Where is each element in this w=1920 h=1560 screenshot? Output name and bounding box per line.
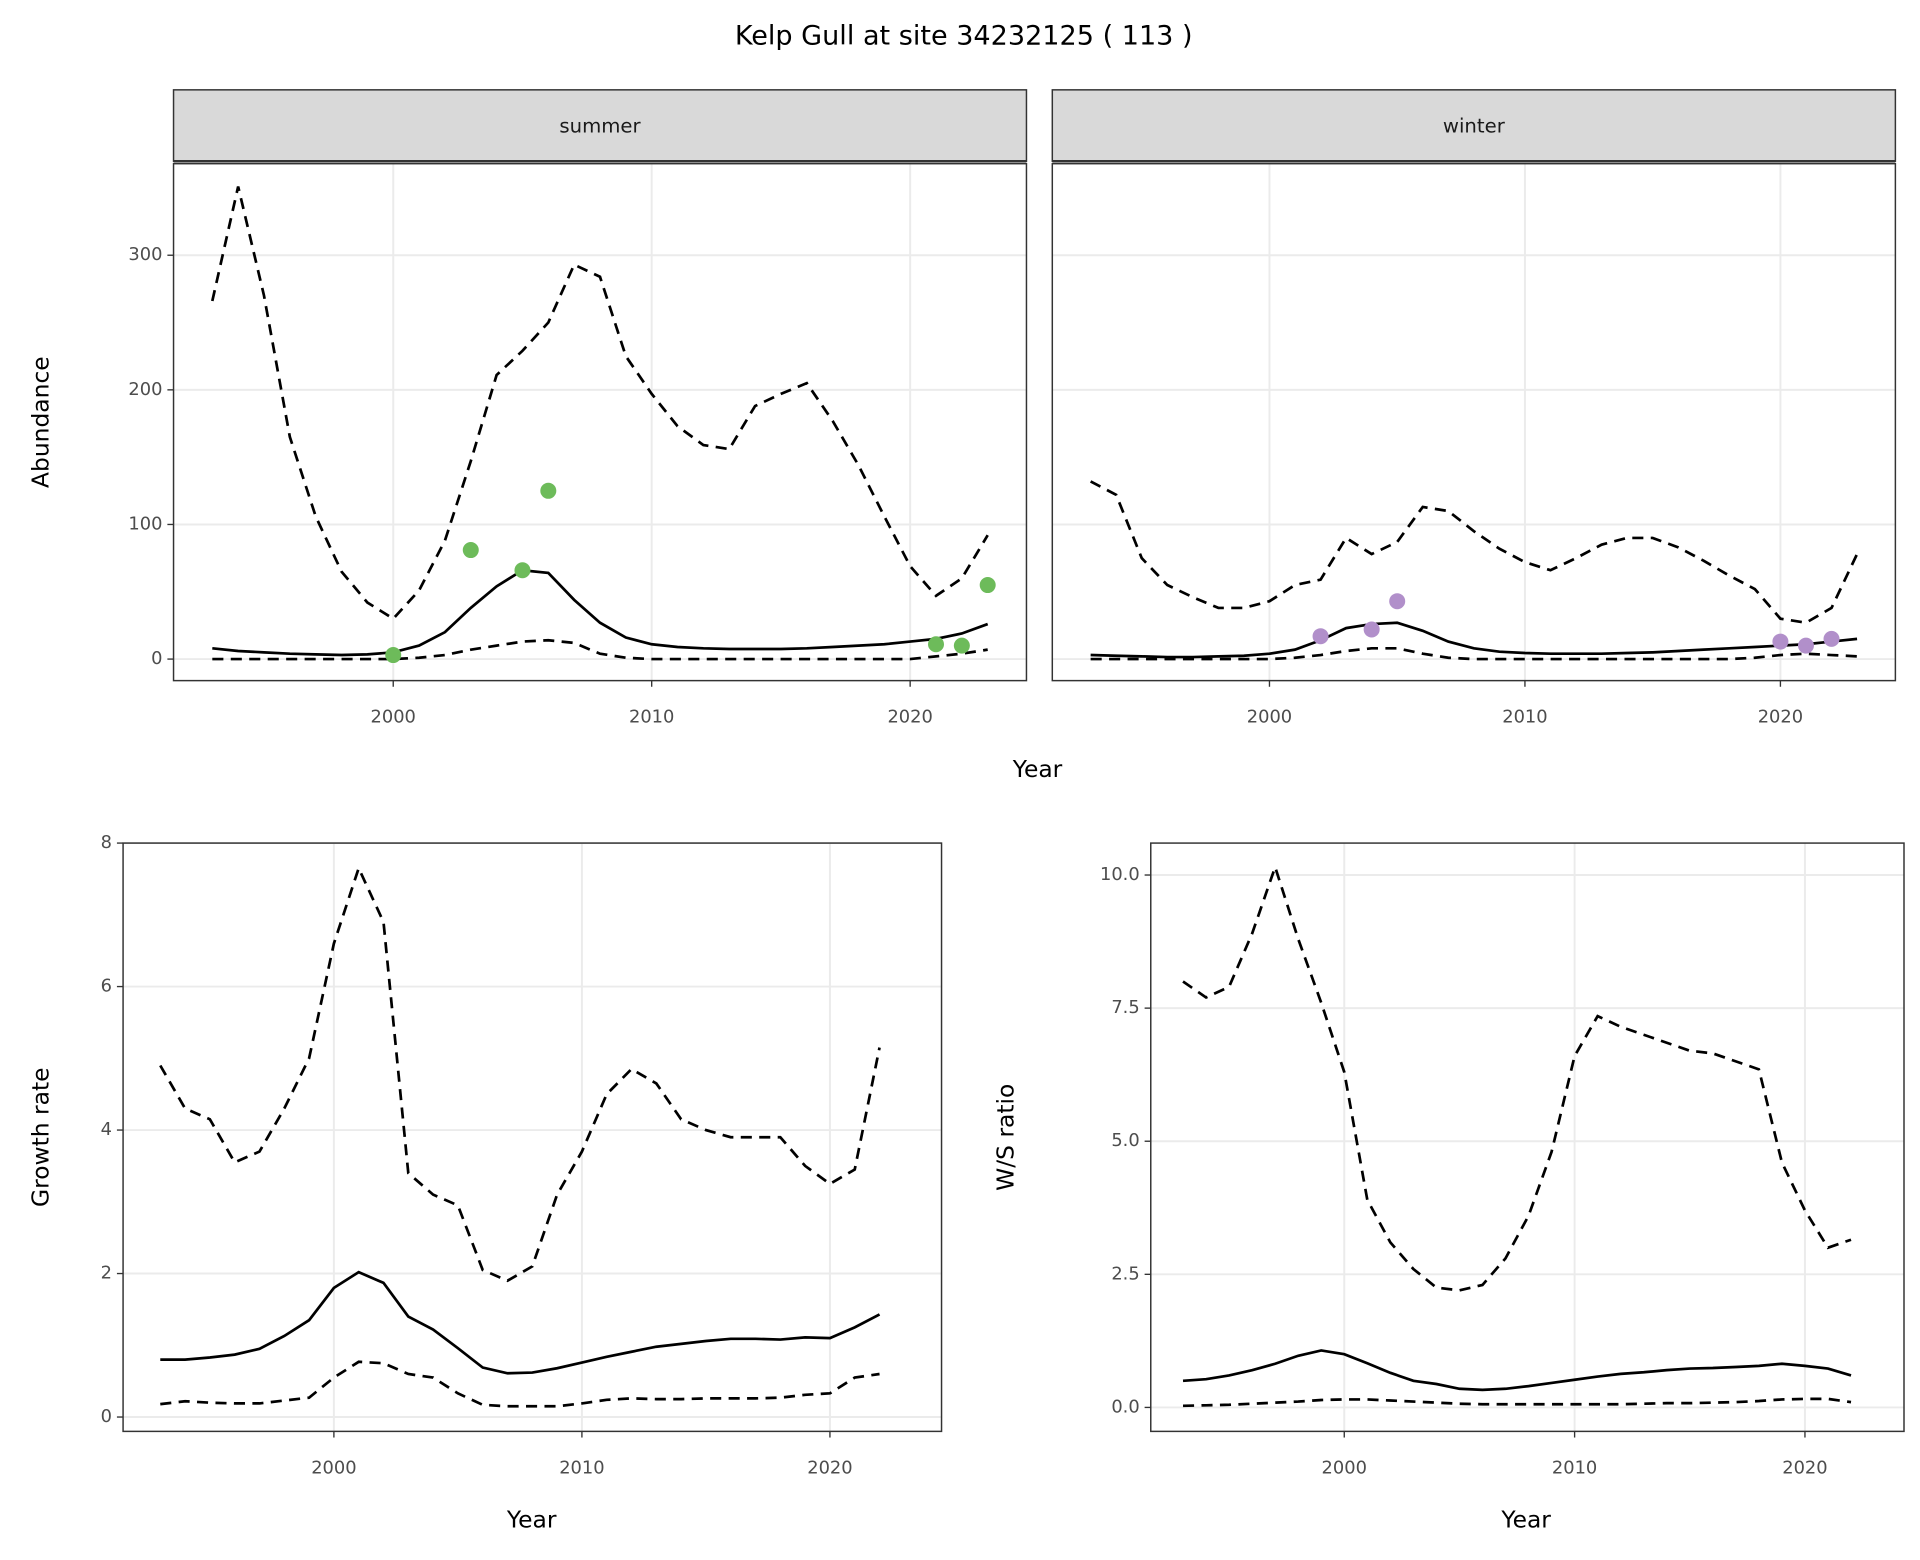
facet-label: winter (1443, 114, 1506, 137)
observed-point (979, 577, 996, 594)
panel-border (122, 842, 943, 1433)
series-line (160, 1270, 881, 1375)
series-line (1182, 1349, 1852, 1392)
y-tick-label: 300 (128, 244, 162, 265)
series-line (1182, 862, 1852, 1292)
series-line (212, 638, 988, 661)
y-tick-label: 0 (101, 1406, 112, 1427)
observed-point (385, 647, 402, 664)
facet-label: summer (559, 114, 641, 137)
observed-point (462, 542, 479, 559)
series-line (212, 568, 989, 657)
series-line (160, 1360, 880, 1408)
x-tick-label: 2000 (371, 707, 416, 728)
observed-point (540, 482, 557, 499)
observed-point (1363, 621, 1380, 638)
y-tick-label: 2 (101, 1263, 112, 1284)
observed-point (928, 636, 944, 653)
x-tick-label: 2010 (559, 1457, 604, 1478)
series-line (159, 864, 881, 1283)
y-tick-label: 7.5 (1111, 997, 1139, 1018)
x-tick-label: 2010 (1552, 1457, 1597, 1478)
panel-border (1150, 842, 1905, 1433)
facet-strip (1051, 89, 1897, 162)
series-line (1090, 621, 1858, 659)
observed-point (1772, 633, 1789, 650)
series-line (1090, 480, 1859, 625)
y-tick-label: 5.0 (1111, 1130, 1139, 1151)
x-tick-label: 2020 (1758, 707, 1803, 728)
observed-point (514, 562, 531, 579)
x-tick-label: 2020 (807, 1457, 852, 1478)
y-axis-title: Growth rate (26, 1067, 54, 1207)
y-tick-label: 0 (151, 648, 162, 669)
series-line (210, 186, 989, 621)
x-axis-title: Year (506, 1506, 557, 1534)
x-tick-label: 2020 (887, 707, 932, 728)
y-axis-title: Abundance (26, 356, 54, 488)
y-tick-label: 2.5 (1111, 1263, 1139, 1284)
y-tick-label: 6 (101, 976, 112, 997)
y-tick-label: 8 (101, 832, 112, 853)
observed-point (953, 637, 970, 654)
panel-border (172, 162, 1028, 682)
observed-point (1823, 630, 1840, 647)
y-axis-title: W/S ratio (991, 1084, 1019, 1191)
x-axis-title: Year (1012, 755, 1063, 783)
facet-strip (172, 89, 1028, 162)
y-tick-label: 200 (128, 379, 162, 400)
y-tick-label: 100 (128, 513, 162, 534)
y-tick-label: 4 (101, 1119, 112, 1140)
series-line (1182, 1397, 1852, 1408)
figure-title: Kelp Gull at site 34232125 ( 113 ) (735, 20, 1193, 51)
x-axis-title: Year (1500, 1506, 1551, 1534)
x-tick-label: 2000 (1247, 707, 1292, 728)
observed-point (1797, 637, 1814, 654)
x-tick-label: 2000 (1322, 1457, 1367, 1478)
observed-point (1312, 628, 1329, 645)
y-tick-label: 10.0 (1100, 864, 1140, 885)
x-tick-label: 2000 (311, 1457, 356, 1478)
x-tick-label: 2010 (629, 707, 674, 728)
x-tick-label: 2020 (1782, 1457, 1827, 1478)
y-tick-label: 0.0 (1111, 1396, 1139, 1417)
observed-point (1389, 593, 1406, 610)
panel-border (1051, 162, 1897, 682)
x-tick-label: 2010 (1502, 707, 1547, 728)
